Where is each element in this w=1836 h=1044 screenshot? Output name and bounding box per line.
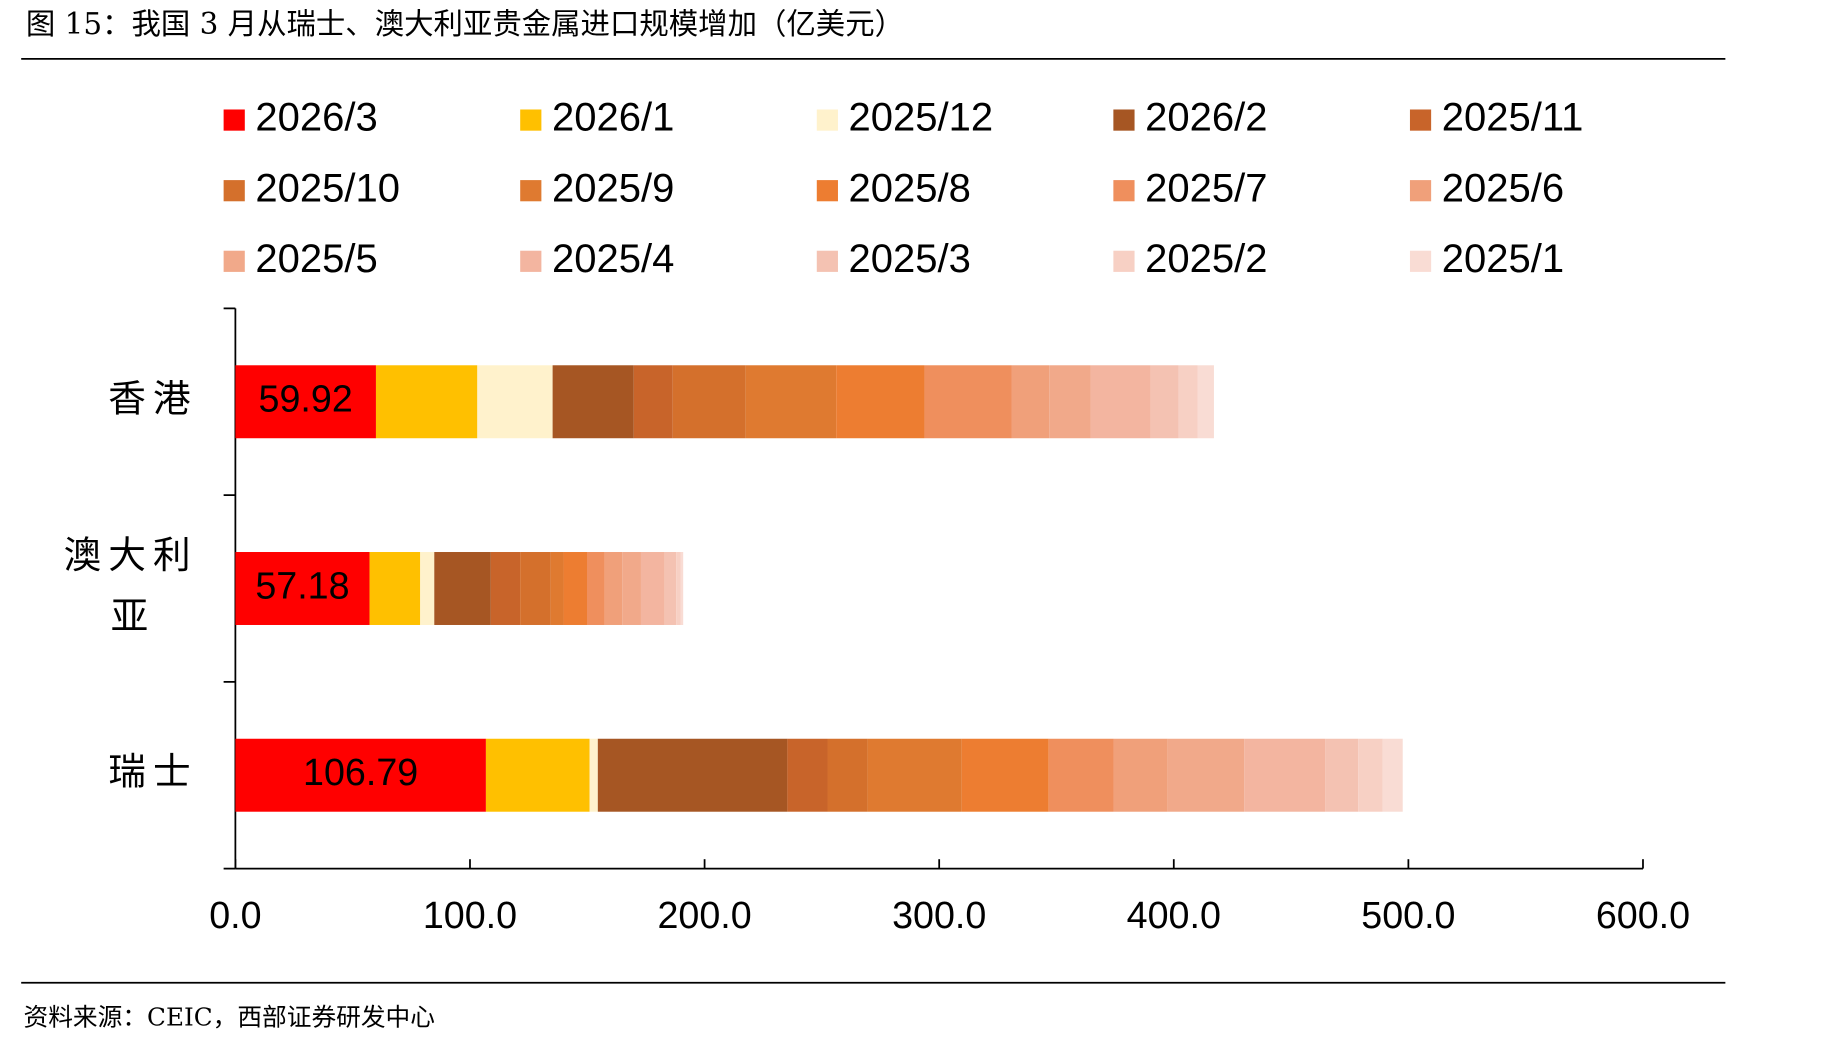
category-label: 香港 (108, 376, 197, 420)
legend-label: 2025/11 (1442, 96, 1584, 140)
legend-label: 2026/1 (552, 96, 674, 140)
x-tick-label: 500.0 (1361, 894, 1455, 936)
bar-segment (787, 738, 828, 812)
legend-swatch (816, 250, 838, 272)
bar-segment (1244, 738, 1326, 812)
bar-segment (676, 552, 681, 625)
bar-segment (1113, 738, 1168, 812)
legend-label: 2025/7 (1145, 166, 1267, 210)
bar-segment (961, 738, 1049, 812)
x-tick-label: 300.0 (892, 894, 986, 936)
source: 资料来源：CEIC，西部证券研发中心 (24, 1003, 435, 1032)
x-tick-label: 200.0 (657, 894, 751, 936)
bar-segment (622, 552, 641, 625)
bar-segment (369, 552, 421, 625)
bar-segment (552, 365, 634, 439)
chart-title: 图 15：我国 3 月从瑞士、澳大利亚贵金属进口规模增加（亿美元） (26, 7, 904, 41)
legend-swatch (1409, 109, 1432, 131)
bar-segment (1048, 738, 1114, 812)
bar-segment (1325, 738, 1359, 812)
legend-swatch (1113, 180, 1135, 202)
legend-swatch (1113, 109, 1135, 131)
bar-segment (375, 365, 478, 439)
bar-segment (745, 365, 837, 439)
bar-segment (597, 738, 788, 812)
bar-segment (1049, 365, 1091, 439)
legend-label: 2025/10 (255, 166, 400, 210)
bar-segment (1011, 365, 1050, 439)
bar-segment (1150, 365, 1179, 439)
bar-segment (633, 365, 673, 439)
legend-swatch (520, 180, 542, 202)
bar-segment (604, 552, 623, 625)
legend-swatch (816, 180, 838, 202)
legend-label: 2025/4 (552, 237, 674, 281)
legend-label: 2025/6 (1442, 166, 1564, 210)
legend-label: 2025/9 (552, 166, 674, 210)
bar-segment (672, 365, 746, 439)
bar-segment (1382, 738, 1403, 812)
legend-swatch (223, 180, 245, 202)
bar-segment (490, 552, 521, 625)
bar-segment (477, 365, 553, 439)
bar-segment (235, 365, 376, 439)
x-tick-label: 400.0 (1127, 894, 1221, 936)
legend-swatch (816, 109, 838, 131)
legend-label: 2025/1 (1442, 237, 1564, 281)
bar-segment (563, 552, 588, 625)
value-label: 106.79 (303, 751, 418, 793)
legend-label: 2026/2 (1145, 96, 1267, 140)
category-label: 澳大利亚 (64, 532, 198, 637)
bar-segment (640, 552, 665, 625)
legend-label: 2025/2 (1145, 237, 1267, 281)
bar-segment (1090, 365, 1151, 439)
bar-segment (1358, 738, 1383, 812)
legend-swatch (520, 250, 542, 272)
bar-segment (836, 365, 925, 439)
legend-swatch (1113, 250, 1135, 272)
bar-segment (550, 552, 564, 625)
legend-swatch (223, 109, 245, 131)
legend-label: 2026/3 (255, 96, 377, 140)
bar-segment (664, 552, 677, 625)
bar-segment (680, 552, 684, 625)
legend-label: 2025/3 (849, 237, 971, 281)
legend-label: 2025/12 (849, 96, 994, 140)
bar-segment (1197, 365, 1214, 439)
bar-segment (420, 552, 435, 625)
x-tick-label: 0.0 (209, 894, 261, 936)
bar-segment (589, 738, 598, 812)
legend-label: 2025/8 (849, 166, 971, 210)
bar-segment (520, 552, 551, 625)
bar-segment (924, 365, 1012, 439)
x-tick-label: 100.0 (423, 894, 517, 936)
bar-segment (827, 738, 868, 812)
bar-segment (867, 738, 962, 812)
x-tick-label: 600.0 (1596, 894, 1690, 936)
legend-swatch (223, 250, 245, 272)
legend-swatch (520, 109, 542, 131)
bar-segment (1178, 365, 1198, 439)
legend-label: 2025/5 (255, 237, 377, 281)
legend-swatch (1409, 180, 1432, 202)
bar-segment (235, 552, 370, 625)
legend-swatch (1409, 250, 1432, 272)
bar-segment (235, 738, 486, 812)
bar-segment (587, 552, 605, 625)
bar-segment (434, 552, 491, 625)
bar-segment (1167, 738, 1245, 812)
value-label: 57.18 (255, 564, 349, 606)
value-label: 59.92 (259, 378, 353, 420)
category-label: 瑞士 (108, 750, 197, 794)
bar-segment (485, 738, 590, 812)
